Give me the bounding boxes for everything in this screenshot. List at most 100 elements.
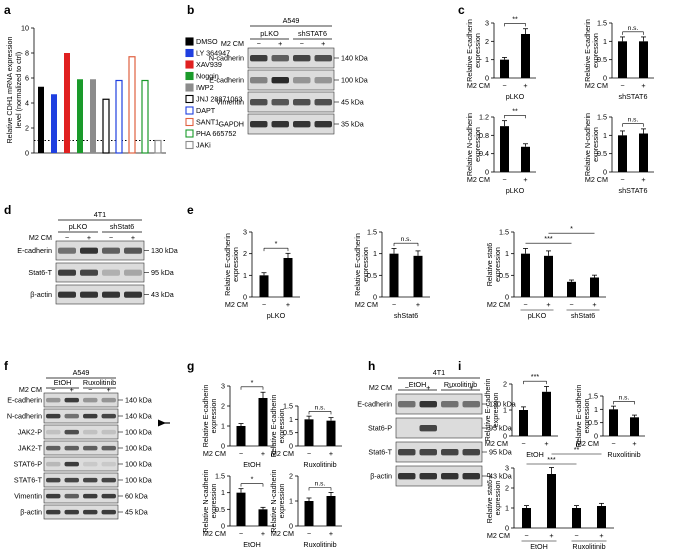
panel-i-ylabel-2: expression — [582, 399, 591, 434]
panel-label-a: a — [4, 3, 11, 17]
panel-f-blot-band — [101, 445, 116, 451]
panel-d-blot-band — [80, 291, 98, 298]
panel-h-blot-band — [419, 449, 437, 456]
panel-i-condition-label: M2 CM — [485, 439, 508, 448]
panel-g-ylabel: Relative N-cadherin — [269, 469, 278, 532]
panel-e-condition-label: M2 CM — [355, 300, 378, 309]
panel-d-blot-band — [58, 247, 76, 254]
panel-e-bar — [389, 253, 399, 297]
panel-g-xlabel: EtOH — [243, 540, 261, 549]
panel-f-blot-band — [64, 509, 79, 515]
panel-i-bar — [547, 474, 556, 528]
panel-e-y-tick-label: 0 — [505, 293, 509, 302]
panel-d-blot-band — [124, 291, 142, 298]
panel-i-significance: *** — [547, 455, 556, 464]
panel-e-bar — [544, 255, 553, 297]
panel-f-blot-band — [64, 493, 79, 499]
panel-a-bar — [128, 56, 136, 154]
panel-h-marker-label: 43 kDa — [489, 472, 512, 481]
panel-i-x-tick-label: − — [524, 531, 528, 540]
panel-d-blot-band — [80, 269, 98, 276]
panel-c-significance: ** — [512, 106, 518, 115]
panel-b-marker-label: 45 kDa — [341, 98, 364, 107]
panel-c-significance: n.s. — [628, 25, 639, 32]
panel-b-marker-label: 140 kDa — [341, 54, 368, 63]
panel-f-group-label: EtOH — [54, 378, 72, 387]
panel-f-row-label: Vimentin — [14, 492, 42, 501]
panel-c-ylabel-2: expression — [473, 127, 482, 162]
panel-i-x-tick-label: + — [599, 531, 603, 540]
panel-f-blot-band — [83, 413, 98, 419]
panel-f-marker-label: 45 kDa — [125, 508, 148, 517]
panel-g-y-tick-label: 1.5 — [215, 472, 225, 481]
panel-g-y-tick-label: 0 — [289, 442, 293, 451]
panel-c-ylabel-2: expression — [591, 33, 600, 68]
panel-e-x-tick-label: − — [262, 300, 266, 309]
panel-f-marker-label: 100 kDa — [125, 460, 152, 469]
panel-g-y-tick-label: 1 — [289, 497, 293, 506]
panel-e-significance: n.s. — [401, 236, 412, 243]
panel-f-blot-band — [64, 397, 79, 403]
panel-f-blot-band — [83, 477, 98, 483]
panel-f-blot-band — [46, 445, 61, 451]
panel-c-significance: n.s. — [628, 117, 639, 124]
panel-b-marker-label: 100 kDa — [341, 76, 368, 85]
panel-c-y-tick-label: 0 — [603, 74, 607, 83]
panel-h-blot-band — [419, 425, 437, 432]
panel-e-xlabel: shStat6 — [394, 311, 418, 320]
panel-a-legend-label: DAPT — [196, 106, 216, 115]
panel-e-ylabel-2: expression — [231, 247, 240, 282]
panel-f-blot-band — [64, 445, 79, 451]
panel-c-y-tick-label: 1 — [603, 37, 607, 46]
panel-c-ylabel: Relative E-cadherin — [465, 19, 474, 82]
panel-b-blot-band — [293, 55, 311, 62]
panel-d-blot-band — [124, 269, 142, 276]
panel-i-y-tick-label: 1.5 — [588, 392, 598, 401]
panel-label-h: h — [368, 359, 375, 373]
panel-b-blot-band — [250, 121, 268, 128]
panel-b-row-label: Vimentin — [216, 98, 244, 107]
panel-h-blot-band — [462, 473, 480, 480]
panel-c-x-tick-label: + — [641, 175, 645, 184]
panel-i-bar — [572, 508, 581, 528]
panel-c-y-tick-label: 1.2 — [479, 113, 489, 122]
panel-f-marker-label: 60 kDa — [125, 492, 148, 501]
panel-b-row-label: E-cadherin — [209, 76, 244, 85]
panel-b-group-label: pLKO — [260, 29, 279, 38]
panel-h-row-label: E-cadherin — [357, 400, 392, 409]
panel-f-row-label: E-cadherin — [7, 396, 42, 405]
panel-g-ylabel-2: expression — [209, 399, 218, 434]
panel-a-legend-swatch — [185, 48, 194, 58]
panel-i-ylabel: Relative E-cadherin — [483, 379, 492, 442]
panel-b-blot-band — [314, 99, 332, 106]
panel-b-lane-sign: − — [300, 39, 304, 48]
panel-d-marker-label: 130 kDa — [151, 246, 178, 255]
panel-a-y-tick-label: 6 — [25, 74, 29, 83]
panel-f-blot-band — [64, 461, 79, 467]
panel-f-blot-band — [46, 413, 61, 419]
panel-d-group-label: shStat6 — [110, 222, 134, 231]
panel-f-blot-band — [83, 509, 98, 515]
panel-h-blot-band — [462, 401, 480, 408]
panel-e-x-tick-label: + — [546, 300, 550, 309]
panel-g-significance: * — [251, 475, 254, 484]
panel-e-bar — [521, 253, 530, 297]
panel-e-ylabel: Relative stat6 — [485, 243, 494, 287]
panel-i-significance: n.s. — [619, 394, 630, 401]
panel-f-blot-band — [101, 477, 116, 483]
panel-d-lane-sign: − — [65, 233, 69, 242]
panel-i-ylabel: Relative E-cadherin — [574, 385, 583, 448]
panel-f-marker-label: 100 kDa — [125, 476, 152, 485]
panel-g-xlabel: Ruxolitinib — [303, 540, 336, 549]
panel-i-y-tick-label: 0 — [505, 524, 509, 533]
panel-h-group-label: EtOH — [409, 380, 427, 389]
panel-c-bar — [521, 146, 530, 172]
panel-g-significance: n.s. — [315, 404, 326, 411]
panel-d-blot-band — [58, 291, 76, 298]
panel-h-group-label: Ruxolitinib — [444, 380, 477, 389]
panel-c-xlabel: shSTAT6 — [619, 186, 648, 195]
panel-c-ylabel: Relative N-cadherin — [583, 113, 592, 176]
panel-e-condition-label: M2 CM — [487, 300, 510, 309]
panel-e-y-tick-label: 1 — [373, 249, 377, 258]
